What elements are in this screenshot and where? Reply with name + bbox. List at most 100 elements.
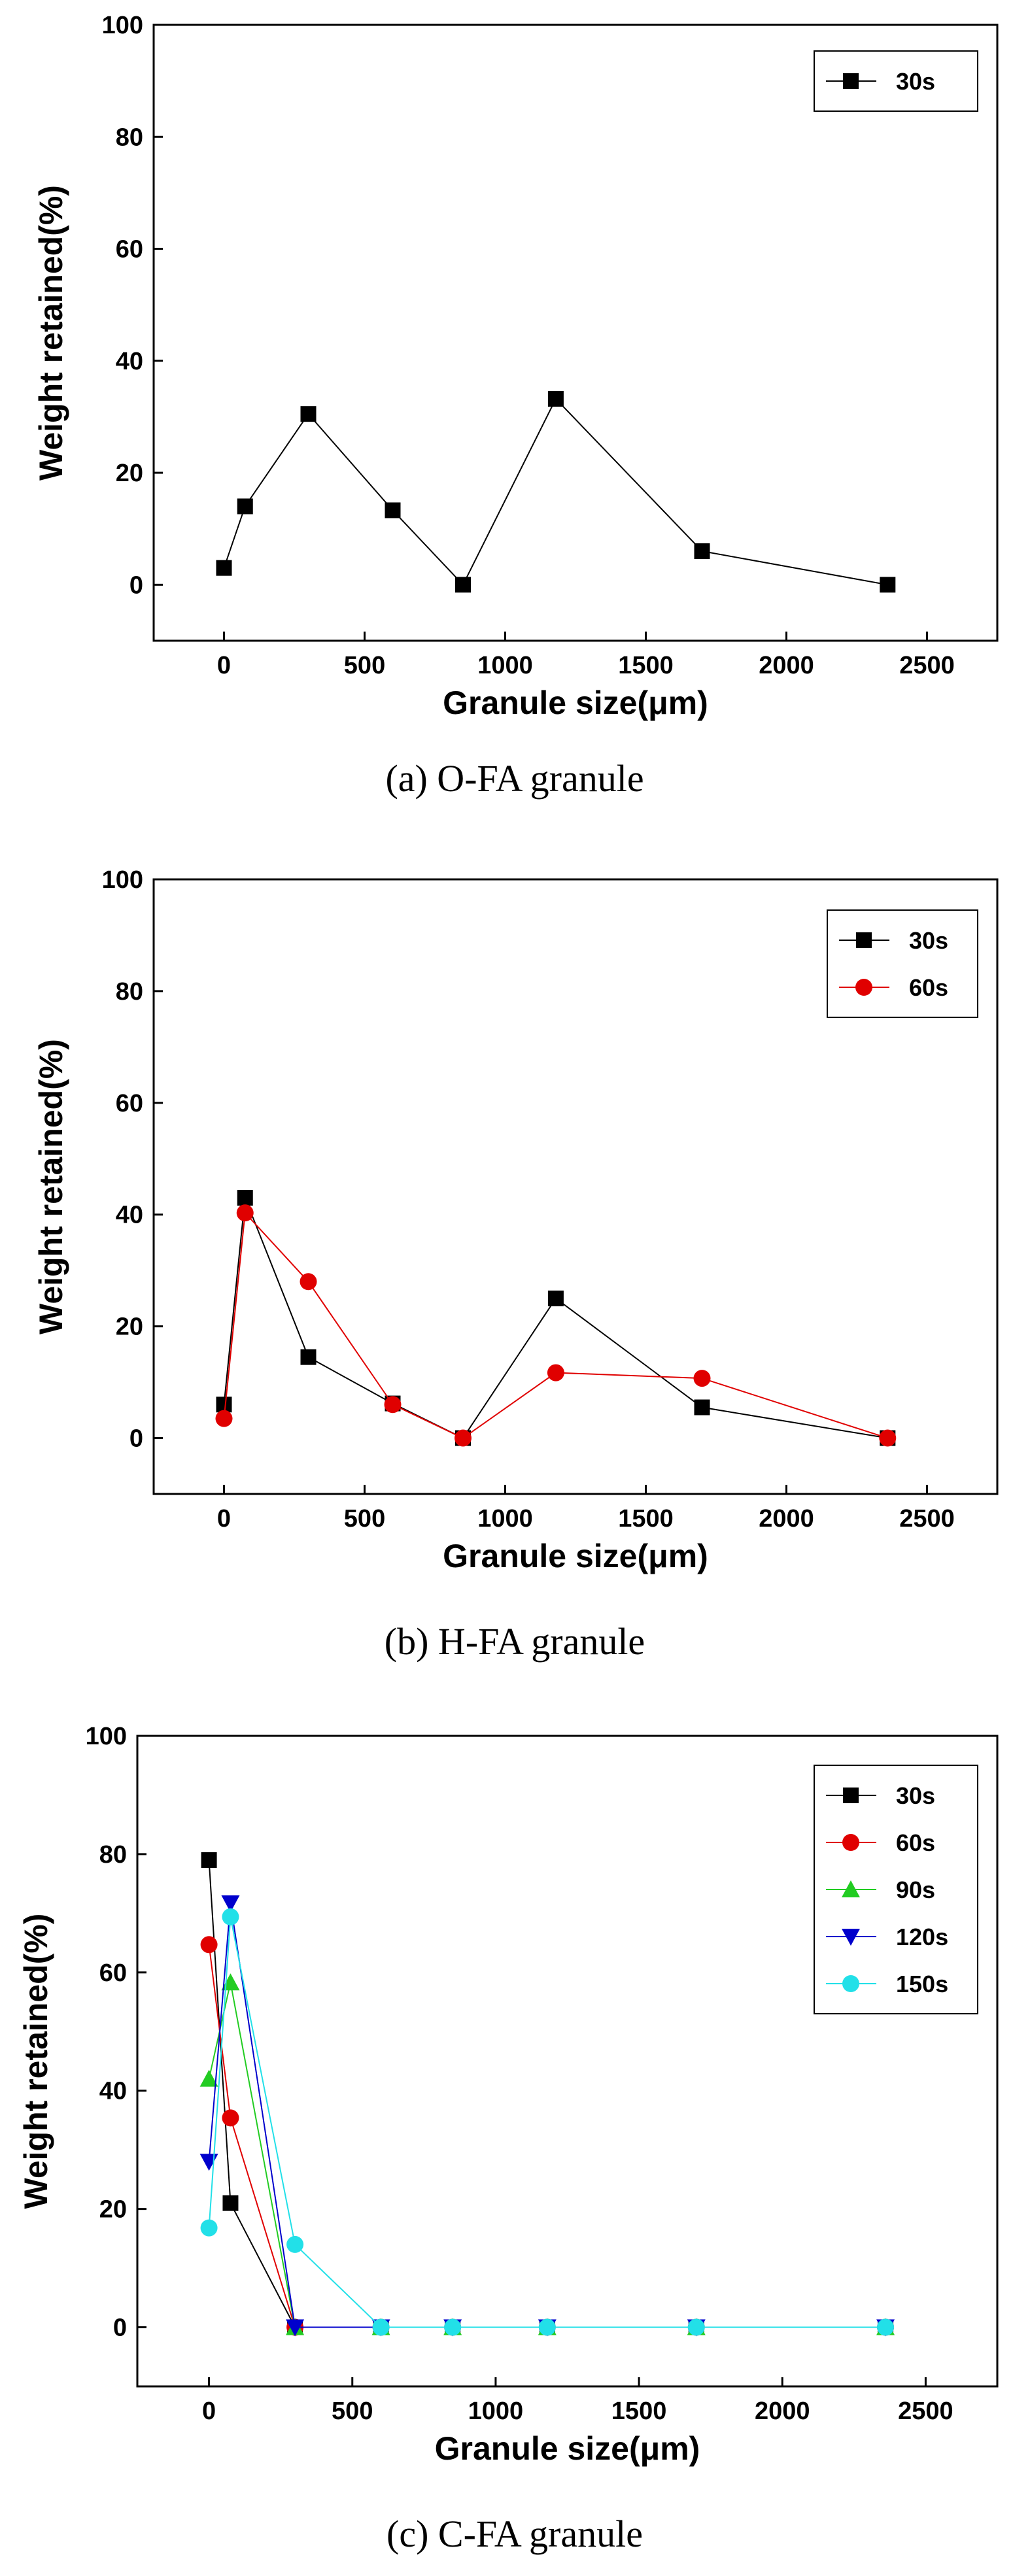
x-tick-label: 1000: [477, 1505, 533, 1533]
y-tick-label: 60: [116, 236, 143, 263]
series-line-60s: [223, 1211, 888, 1439]
legend-marker-30s: [843, 1788, 859, 1803]
chart-panel-1: 0 500 1000 1500 2000 2500 0 20 40 60 80 100 Granule …: [33, 12, 999, 800]
legend-marker-30s: [856, 932, 872, 948]
series-line-150s: [208, 1916, 886, 2328]
legend-label-30s: 30s: [896, 1782, 935, 1809]
x-axis-label: Granule size(μm): [443, 685, 708, 721]
data-point-150s: [286, 2235, 304, 2253]
x-tick-label: 1500: [618, 1505, 674, 1533]
series-120s: [199, 1895, 895, 2337]
y-tick-label: 40: [116, 1202, 143, 1229]
data-point-30s: [300, 406, 317, 422]
plot-frame: [152, 24, 999, 642]
x-tick-label: 0: [202, 2398, 216, 2425]
panel-caption: (b) H-FA granule: [385, 1620, 645, 1663]
legend: 30s 60s: [827, 909, 978, 1018]
data-point-30s: [547, 391, 564, 407]
data-point-30s: [694, 543, 710, 559]
series-60s: [215, 1204, 897, 1447]
data-point-30s: [880, 577, 896, 593]
y-tick-label: 0: [113, 2314, 127, 2342]
x-tick-label: 1500: [611, 2398, 667, 2425]
x-axis-label: Granule size(μm): [443, 1538, 708, 1574]
legend-label-90s: 90s: [896, 1876, 935, 1903]
data-point-60s: [236, 1204, 254, 1222]
legend: 30s: [814, 50, 978, 112]
x-tick-label: 2500: [898, 2398, 953, 2425]
y-tick-label: 80: [116, 124, 143, 151]
data-point-150s: [200, 2219, 218, 2237]
data-point-60s: [693, 1370, 711, 1387]
series-30s: [216, 391, 896, 593]
y-tick-label: 100: [102, 866, 143, 894]
legend-marker-30s: [843, 73, 859, 89]
series-line-30s: [223, 1197, 888, 1439]
x-tick-label: 1500: [618, 652, 674, 679]
legend-label-120s: 120s: [896, 1924, 948, 1950]
data-point-150s: [372, 2318, 390, 2336]
x-tick-label: 2500: [899, 1505, 955, 1533]
y-tick-label: 40: [99, 2078, 127, 2105]
y-tick-label: 0: [129, 571, 143, 599]
data-point-120s: [199, 2154, 218, 2171]
data-point-60s: [222, 2109, 239, 2127]
legend-label-30s: 30s: [896, 68, 935, 95]
series-line-120s: [208, 1903, 886, 2328]
legend-label-60s: 60s: [896, 1829, 935, 1856]
series-90s: [199, 1973, 895, 2335]
y-axis-label: Weight retained(%): [33, 185, 69, 481]
x-tick-label: 1000: [468, 2398, 524, 2425]
x-tick-label: 2000: [755, 2398, 810, 2425]
data-point-30s: [237, 498, 253, 515]
y-tick-label: 80: [116, 978, 143, 1006]
legend-label-30s: 30s: [909, 927, 948, 954]
series-30s: [201, 1852, 894, 2335]
y-tick-label: 80: [99, 1841, 127, 1869]
x-tick-label: 500: [332, 2398, 373, 2425]
data-point-60s: [200, 1936, 218, 1954]
data-point-150s: [538, 2318, 556, 2336]
data-point-30s: [222, 2195, 239, 2211]
series-60s: [200, 1936, 895, 2336]
legend-marker-60s: [855, 979, 872, 996]
y-tick-label: 0: [129, 1425, 143, 1453]
x-tick-label: 2500: [899, 652, 955, 679]
x-tick-label: 0: [217, 1505, 231, 1533]
data-point-60s: [215, 1410, 233, 1427]
legend-marker-120s: [842, 1929, 860, 1946]
data-point-30s: [216, 560, 232, 576]
series-line-90s: [208, 1982, 886, 2328]
legend-marker-60s: [842, 1834, 859, 1851]
x-tick-label: 1000: [477, 652, 533, 679]
y-axis-label: Weight retained(%): [33, 1039, 69, 1334]
data-point-90s: [199, 2069, 218, 2087]
legend: 30s 60s 90s 120s 150s: [814, 1765, 978, 2014]
data-point-150s: [444, 2318, 462, 2336]
data-point-60s: [455, 1429, 472, 1447]
data-point-120s: [221, 1895, 240, 1912]
y-tick-label: 100: [102, 12, 143, 39]
chart-panel-2: 0 500 1000 1500 2000 2500 0 20 40 60 80 100 Granule …: [33, 866, 999, 1663]
data-point-60s: [547, 1364, 564, 1381]
y-tick-label: 100: [86, 1723, 127, 1750]
y-tick-label: 20: [116, 1313, 143, 1341]
legend-box: [827, 909, 978, 1018]
series-150s: [200, 1908, 895, 2336]
y-axis-label: Weight retained(%): [18, 1914, 54, 2209]
data-point-30s: [455, 577, 471, 593]
x-tick-label: 2000: [759, 652, 814, 679]
series-line-60s: [208, 1944, 886, 2328]
x-tick-label: 500: [344, 652, 385, 679]
data-point-30s: [547, 1290, 564, 1306]
data-point-30s: [300, 1349, 317, 1365]
y-tick-label: 20: [116, 460, 143, 487]
data-point-150s: [877, 2318, 895, 2336]
chart-panel-3: 0 500 1000 1500 2000 2500 0 20 40 60 80 100 Granule …: [18, 1723, 999, 2555]
data-point-120s: [286, 2319, 305, 2337]
data-point-30s: [237, 1190, 253, 1206]
y-tick-label: 60: [99, 1959, 127, 1987]
x-axis-label: Granule size(μm): [435, 2430, 700, 2467]
data-point-60s: [384, 1396, 402, 1414]
